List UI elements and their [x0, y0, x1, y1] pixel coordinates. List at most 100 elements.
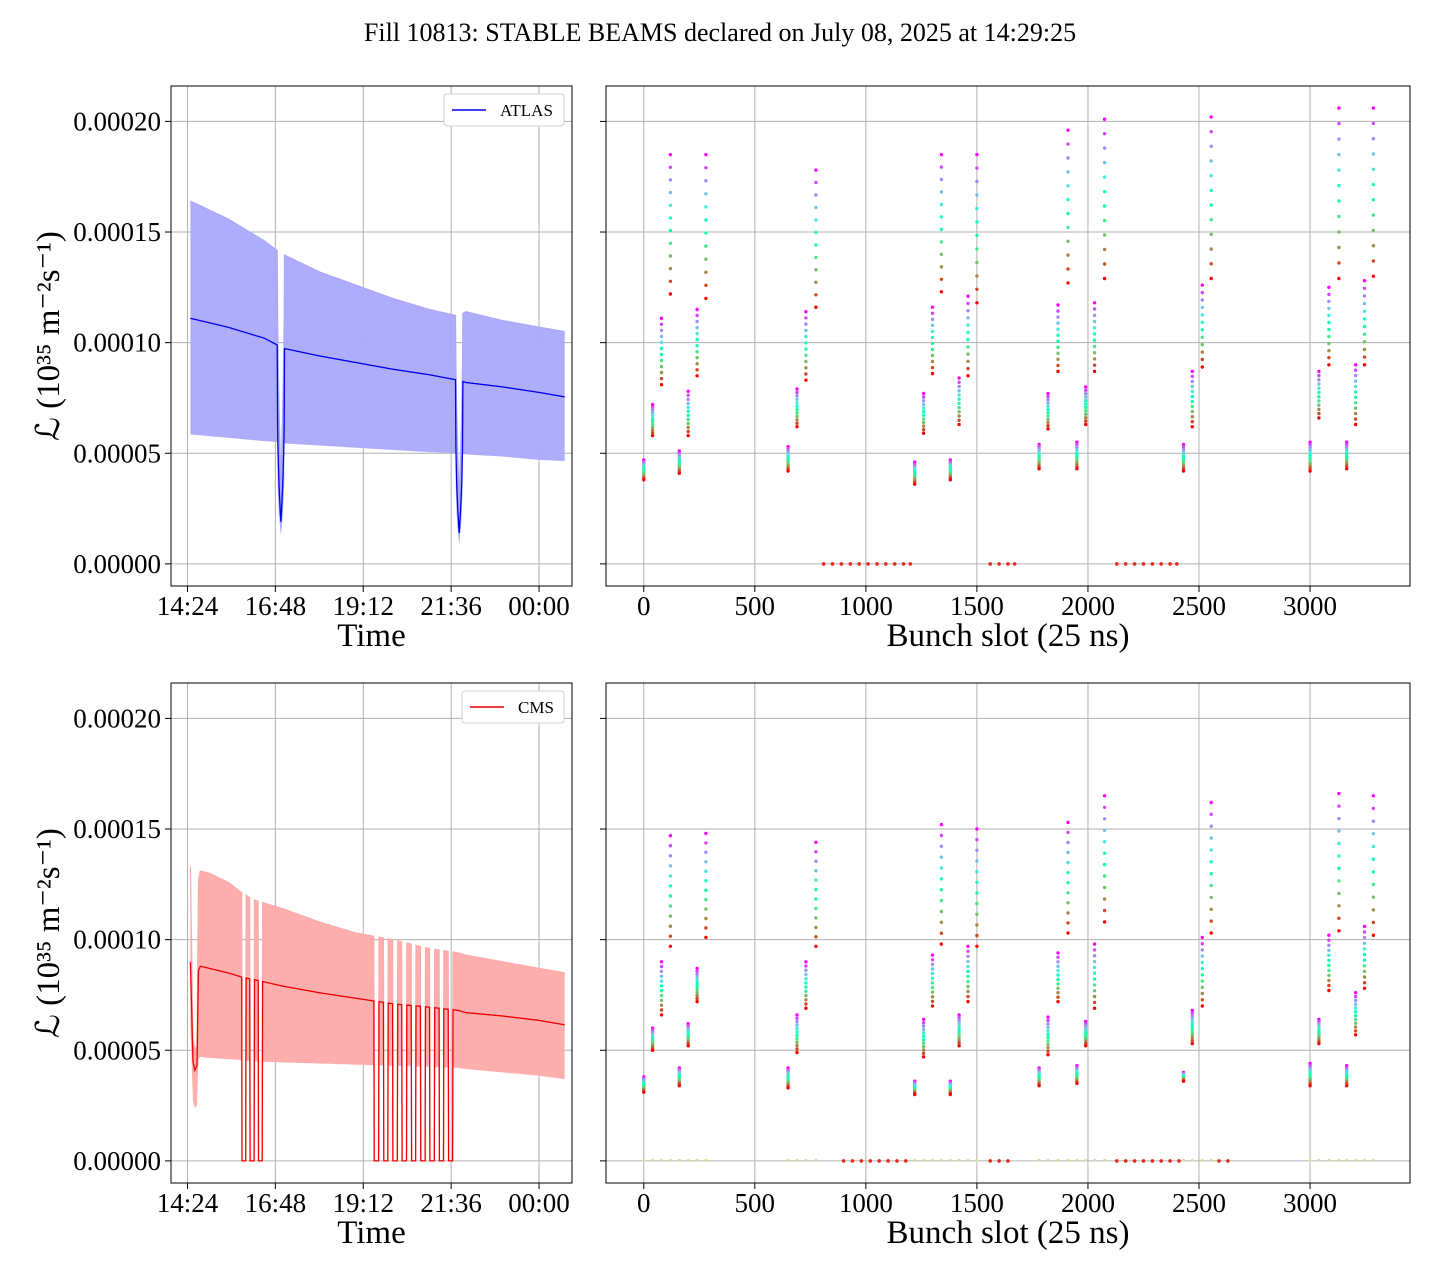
atlas-bunch-point-34-5 [1327, 320, 1331, 325]
atlas-bunch-point-10-2 [804, 322, 808, 326]
atlas-bunch-point-38-3 [1362, 301, 1367, 306]
cms-bunch-point-38-2 [1362, 935, 1367, 940]
atlas-bunch-point-36-8 [1345, 459, 1349, 464]
cms-bunch-faint-zero-2 [660, 1158, 663, 1162]
atlas-bunch-point-18-10 [966, 366, 970, 371]
cms-bunch-point-11-2 [814, 859, 818, 863]
cms-bunch-point-31-5 [1209, 860, 1213, 864]
atlas-bunch-point-19-11 [975, 301, 979, 305]
atlas-bunch-point-36-2 [1345, 445, 1349, 449]
atlas-bunch-point-30-7 [1200, 335, 1205, 339]
atlas-bunch-point-23-11 [1066, 281, 1070, 285]
atlas-bunch-point-21-1 [1046, 395, 1050, 399]
atlas-bunch-zero-point-13 [1006, 562, 1010, 566]
atlas-bunch-point-17-4 [957, 393, 961, 397]
atlas-bunch-point-37-4 [1353, 384, 1358, 389]
cms-bunch-point-39-5 [1371, 857, 1376, 861]
atlas-bunch-point-19-1 [975, 166, 979, 170]
cms-bunch-point-22-6 [1056, 977, 1060, 982]
cms-time-xtick-label-1: 16:48 [245, 1188, 307, 1218]
atlas-bunch-xtick-label-6: 3000 [1283, 591, 1337, 621]
cms-bunch-point-30-2 [1200, 948, 1205, 952]
atlas-bunch-point-18-5 [966, 330, 970, 335]
atlas-bunch-point-10-4 [804, 334, 808, 339]
cms-bunch-point-39-1 [1371, 806, 1376, 811]
atlas-bunch-point-15-4 [939, 202, 944, 207]
atlas-bunch-point-25-1 [1084, 388, 1088, 392]
cms-bunch-point-17-2 [957, 1018, 961, 1023]
atlas-bunch-point-29-1 [1190, 374, 1195, 379]
cms-bunch-point-2-5 [659, 984, 664, 988]
atlas-bunch-point-31-9 [1209, 247, 1213, 251]
atlas-bunch-point-25-8 [1084, 412, 1088, 416]
atlas-bunch-point-30-11 [1200, 365, 1205, 369]
atlas-bunch-point-31-7 [1209, 218, 1213, 222]
cms-bunch-point-27-5 [1102, 851, 1107, 855]
cms-bunch-point-22-1 [1056, 955, 1060, 959]
cms-bunch-point-17-10 [957, 1041, 961, 1045]
atlas-bunch-point-13-0 [921, 391, 926, 396]
atlas-bunch-point-24-5 [1075, 452, 1079, 456]
cms-bunch-faint-zero-18 [966, 1158, 970, 1162]
cms-bunch-point-21-7 [1046, 1039, 1050, 1043]
atlas-bunch-point-10-11 [804, 378, 808, 382]
cms-bunch-point-27-11 [1102, 920, 1107, 924]
cms-bunch-point-35-7 [1337, 879, 1341, 883]
atlas-bunch-point-6-6 [695, 344, 699, 348]
atlas-bunch-point-5-6 [686, 413, 690, 418]
cms-bunch-zero-point-7 [904, 1159, 908, 1163]
cms-bunch-point-34-5 [1327, 958, 1331, 963]
cms-bunch-point-13-9 [921, 1048, 926, 1052]
atlas-bunch-point-3-10 [668, 279, 673, 283]
atlas-bunch-point-9-5 [795, 404, 799, 408]
cms-bunch-point-35-4 [1337, 841, 1341, 846]
cms-bunch-point-7-9 [704, 916, 708, 921]
cms-bunch-point-17-4 [957, 1024, 961, 1028]
atlas-time-legend: ATLAS [443, 93, 565, 127]
atlas-bunch-point-30-3 [1200, 305, 1205, 310]
cms-time-ytick-label-3: 0.00015 [73, 814, 161, 844]
atlas-time-ytick-label-3: 0.00015 [73, 217, 161, 247]
atlas-bunch-point-5-3 [686, 401, 690, 406]
atlas-bunch-point-26-9 [1092, 357, 1097, 361]
cms-bunch-point-19-9 [975, 923, 979, 927]
atlas-bunch-xtick-label-2: 1000 [839, 591, 893, 621]
cms-bunch-point-9-1 [795, 1016, 799, 1020]
cms-bunch-point-16-11 [948, 1092, 952, 1097]
cms-bunch-point-2-0 [659, 960, 664, 964]
cms-bunch-point-18-7 [966, 979, 970, 984]
cms-time-xlabel: Time [337, 1215, 405, 1251]
atlas-bunch-point-3-3 [668, 190, 673, 195]
cms-bunch-point-30-7 [1200, 979, 1205, 983]
atlas-bunch-point-28-2 [1181, 447, 1186, 451]
atlas-bunch-point-11-4 [814, 218, 818, 222]
atlas-bunch-point-28-11 [1181, 469, 1186, 473]
cms-bunch-point-31-0 [1209, 800, 1213, 805]
atlas-bunch-zero-point-20 [1159, 562, 1163, 566]
cms-bunch-point-3-4 [668, 874, 673, 878]
cms-bunch-point-18-4 [966, 964, 970, 969]
atlas-bunch-point-15-2 [939, 177, 944, 182]
cms-bunch-zero-point-12 [1123, 1159, 1128, 1163]
atlas-bunch-point-13-5 [921, 409, 926, 414]
atlas-bunch-point-22-7 [1056, 345, 1060, 349]
cms-bunch-point-2-8 [659, 998, 664, 1003]
atlas-bunch-point-31-6 [1209, 203, 1213, 207]
atlas-bunch-point-32-0 [1308, 440, 1312, 444]
cms-bunch-point-31-3 [1209, 836, 1213, 840]
atlas-bunch-point-4-11 [677, 471, 681, 475]
cms-bunch-point-10-1 [804, 964, 808, 968]
atlas-bunch-point-15-0 [939, 152, 944, 157]
atlas-bunch-point-3-11 [668, 292, 673, 296]
atlas-bunch-point-36-11 [1345, 467, 1349, 471]
atlas-bunch-point-31-1 [1209, 130, 1213, 134]
cms-bunch-point-10-2 [804, 968, 808, 972]
atlas-bunch-point-17-5 [957, 397, 961, 401]
atlas-bunch-point-18-4 [966, 323, 970, 327]
atlas-bunch-point-3-5 [668, 216, 673, 220]
atlas-bunch-point-25-11 [1084, 422, 1088, 427]
atlas-bunch-point-3-7 [668, 241, 673, 245]
atlas-bunch-point-17-11 [957, 422, 961, 427]
cms-bunch-faint-zero-3 [668, 1158, 672, 1162]
cms-bunch-point-9-11 [795, 1050, 799, 1055]
